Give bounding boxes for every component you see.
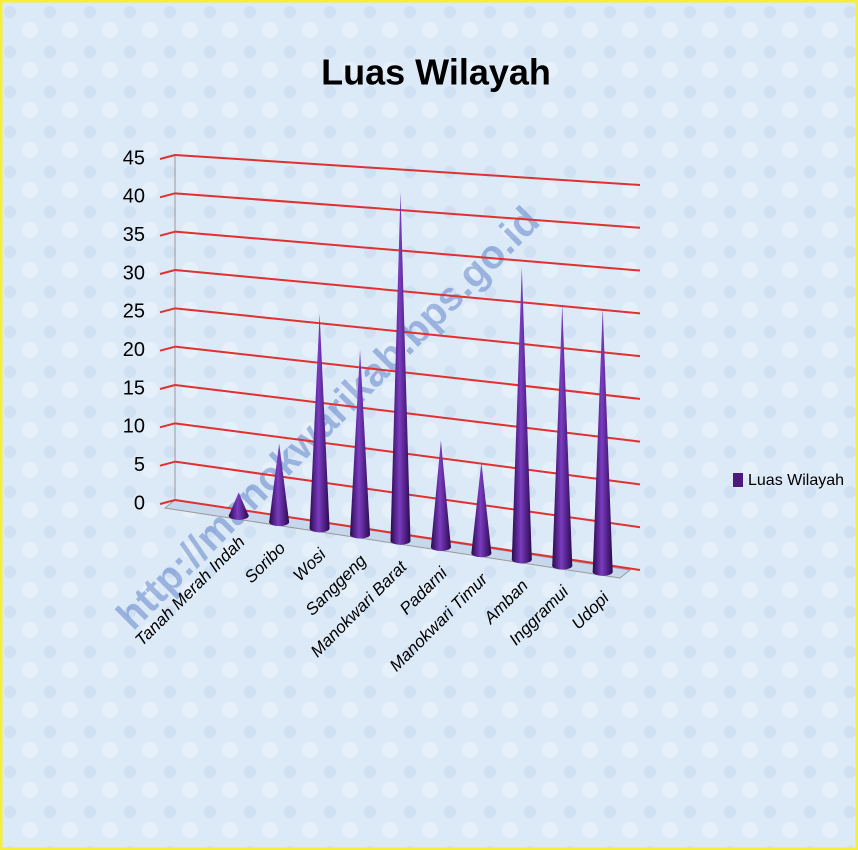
grid-line [159, 345, 176, 352]
chart-title: Luas Wilayah [321, 52, 551, 93]
grid-line [174, 154, 641, 186]
grid-line [159, 154, 176, 160]
grid-line [159, 307, 176, 314]
y-tick-label: 35 [123, 224, 145, 246]
grid-line [159, 499, 176, 505]
grid-line [174, 269, 641, 315]
grid-line [159, 269, 176, 275]
y-tick-label: 20 [123, 339, 145, 361]
y-tick-label: 15 [123, 377, 145, 399]
cone [350, 349, 371, 539]
cone [390, 192, 411, 545]
cone [511, 267, 532, 564]
cone [269, 443, 290, 527]
y-tick-label: 40 [123, 186, 145, 208]
grid-line [159, 384, 176, 390]
y-tick-label: 10 [123, 416, 145, 438]
grid-line [159, 192, 176, 199]
grid-line [174, 230, 641, 272]
grid-line [159, 422, 176, 429]
legend-label: Luas Wilayah [748, 472, 844, 489]
y-tick-label: 25 [123, 301, 145, 323]
grid-line [159, 230, 176, 237]
cone [309, 313, 330, 533]
cone [471, 462, 492, 558]
cone [228, 492, 249, 520]
grid-line [174, 192, 641, 229]
y-tick-label: 0 [134, 492, 145, 514]
y-tick-label: 5 [134, 454, 145, 476]
y-tick-label: 30 [123, 262, 145, 284]
cone [592, 308, 613, 576]
legend-swatch [733, 473, 743, 487]
cone [552, 304, 573, 570]
grid-line [159, 460, 176, 467]
cone [430, 440, 451, 551]
y-tick-label: 45 [123, 147, 145, 169]
